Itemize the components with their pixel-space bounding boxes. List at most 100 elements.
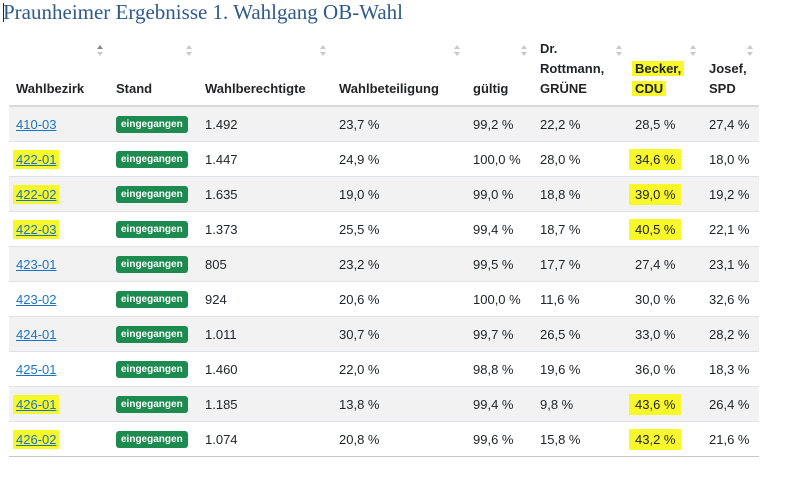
cell-becker-cdu: 43,2 %	[628, 421, 702, 457]
wahlbezirk-link[interactable]: 422-01	[13, 149, 60, 169]
table-row: 410-03 eingegangen 1.492 23,7 % 99,2 % 22,2 %…	[9, 106, 759, 142]
cell-gueltig: 99,0 %	[466, 176, 533, 212]
cell-rottmann-gruene: 28,0 %	[533, 141, 628, 177]
cell-value: 99,0 %	[473, 186, 514, 202]
wahlbezirk-link[interactable]: 423-01	[16, 256, 57, 272]
cell-value: 21,6 %	[709, 431, 750, 447]
cell-wahlbeteiligung: 30,7 %	[332, 316, 466, 352]
column-header-gueltig[interactable]: gültig	[466, 29, 533, 107]
cell-josef-spd: 28,2 %	[702, 316, 759, 352]
cell-stand: eingegangen	[109, 211, 198, 247]
cell-value: 18,8 %	[540, 186, 581, 202]
cell-value: 1.635	[205, 186, 238, 202]
cell-value: 924	[205, 291, 227, 307]
sort-icon[interactable]	[186, 45, 194, 57]
cell-rottmann-gruene: 15,8 %	[533, 421, 628, 457]
cell-josef-spd: 26,4 %	[702, 386, 759, 422]
cell-value: 34,6 %	[629, 148, 682, 170]
cell-becker-cdu: 34,6 %	[628, 141, 702, 177]
sort-icon[interactable]	[521, 45, 529, 57]
header-row: Wahlbezirk Stand Wahlberechtigte Wahlbeteil…	[9, 29, 759, 107]
column-header-wahlberechtigte[interactable]: Wahlberechtigte	[198, 29, 332, 107]
column-header-label: GRÜNE	[540, 81, 587, 96]
cell-value: 99,4 %	[473, 221, 514, 237]
cell-wahlbezirk: 426-02	[9, 421, 109, 457]
cell-value: 39,0 %	[629, 183, 682, 205]
wahlbezirk-link[interactable]: 422-03	[13, 219, 60, 239]
cell-value: 30,0 %	[635, 291, 676, 307]
cell-wahlberechtigte: 1.373	[198, 211, 332, 247]
table-row: 422-03 eingegangen 1.373 25,5 % 99,4 % 18,7 %…	[9, 211, 759, 247]
sort-icon[interactable]	[454, 45, 462, 57]
cell-becker-cdu: 27,4 %	[628, 246, 702, 282]
sort-icon[interactable]	[97, 45, 105, 57]
wahlbezirk-link[interactable]: 426-02	[13, 429, 60, 449]
cell-value: 11,6 %	[540, 291, 580, 307]
cell-value: 805	[205, 256, 227, 272]
wahlbezirk-link[interactable]: 410-03	[16, 116, 57, 132]
wahlbezirk-link[interactable]: 424-01	[16, 326, 57, 342]
cell-josef-spd: 18,3 %	[702, 351, 759, 387]
cell-rottmann-gruene: 17,7 %	[533, 246, 628, 282]
column-header-becker-cdu[interactable]: Becker, CDU	[628, 29, 702, 107]
cell-value: 1.074	[205, 431, 238, 447]
sort-icon[interactable]	[747, 45, 755, 57]
cell-value: 17,7 %	[540, 256, 581, 272]
sort-icon[interactable]	[690, 45, 698, 57]
table-row: 423-02 eingegangen 924 20,6 % 100,0 % 11,6 % 3…	[9, 281, 759, 317]
cell-value: 19,6 %	[540, 361, 581, 377]
cell-value: 27,4 %	[709, 116, 750, 132]
cell-wahlberechtigte: 1.635	[198, 176, 332, 212]
cell-gueltig: 100,0 %	[466, 141, 533, 177]
wahlbezirk-link[interactable]: 426-01	[13, 394, 60, 414]
cell-value: 20,6 %	[339, 291, 380, 307]
cell-gueltig: 99,7 %	[466, 316, 533, 352]
cell-value: 36,0 %	[635, 361, 676, 377]
column-header-label: Stand	[116, 81, 153, 96]
cell-value: 22,1 %	[709, 221, 750, 237]
cell-value: 30,7 %	[339, 326, 380, 342]
column-header-rottmann-gruene[interactable]: Dr. Rottmann, GRÜNE	[533, 29, 628, 107]
status-badge: eingegangen	[116, 256, 188, 273]
wahlbezirk-link[interactable]: 425-01	[16, 361, 57, 377]
cell-josef-spd: 19,2 %	[702, 176, 759, 212]
cell-becker-cdu: 43,6 %	[628, 386, 702, 422]
column-header-wahlbeteiligung[interactable]: Wahlbeteiligung	[332, 29, 466, 107]
table-row: 426-01 eingegangen 1.185 13,8 % 99,4 % 9,8 % 4…	[9, 386, 759, 422]
cell-josef-spd: 32,6 %	[702, 281, 759, 317]
cell-value: 32,6 %	[709, 291, 750, 307]
column-header-stand[interactable]: Stand	[109, 29, 198, 107]
cell-rottmann-gruene: 26,5 %	[533, 316, 628, 352]
status-badge: eingegangen	[116, 326, 188, 343]
status-badge: eingegangen	[116, 396, 188, 413]
column-header-label: gültig	[473, 81, 509, 96]
cell-wahlbezirk: 425-01	[9, 351, 109, 387]
table-row: 424-01 eingegangen 1.011 30,7 % 99,7 % 26,5 %…	[9, 316, 759, 352]
sort-icon[interactable]	[320, 45, 328, 57]
cell-value: 19,0 %	[339, 186, 380, 202]
cell-value: 19,2 %	[709, 186, 750, 202]
cell-wahlberechtigte: 1.447	[198, 141, 332, 177]
cell-wahlbezirk: 424-01	[9, 316, 109, 352]
cell-stand: eingegangen	[109, 106, 198, 142]
sort-icon[interactable]	[616, 45, 624, 57]
cell-value: 18,3 %	[709, 361, 750, 377]
wahlbezirk-link[interactable]: 422-02	[13, 184, 60, 204]
cell-wahlberechtigte: 1.492	[198, 106, 332, 142]
wahlbezirk-link[interactable]: 423-02	[16, 291, 57, 307]
cell-becker-cdu: 40,5 %	[628, 211, 702, 247]
cell-value: 22,2 %	[540, 116, 581, 132]
column-header-label: Becker,	[632, 61, 685, 76]
cell-value: 27,4 %	[635, 256, 676, 272]
cell-becker-cdu: 28,5 %	[628, 106, 702, 142]
cell-gueltig: 99,6 %	[466, 421, 533, 457]
text-cursor	[3, 3, 4, 22]
cell-rottmann-gruene: 19,6 %	[533, 351, 628, 387]
column-header-josef-spd[interactable]: Josef, SPD	[702, 29, 759, 107]
table-row: 423-01 eingegangen 805 23,2 % 99,5 % 17,7 % 27…	[9, 246, 759, 282]
cell-wahlberechtigte: 805	[198, 246, 332, 282]
cell-stand: eingegangen	[109, 246, 198, 282]
cell-wahlbeteiligung: 22,0 %	[332, 351, 466, 387]
cell-value: 40,5 %	[629, 218, 682, 240]
column-header-wahlbezirk[interactable]: Wahlbezirk	[9, 29, 109, 107]
